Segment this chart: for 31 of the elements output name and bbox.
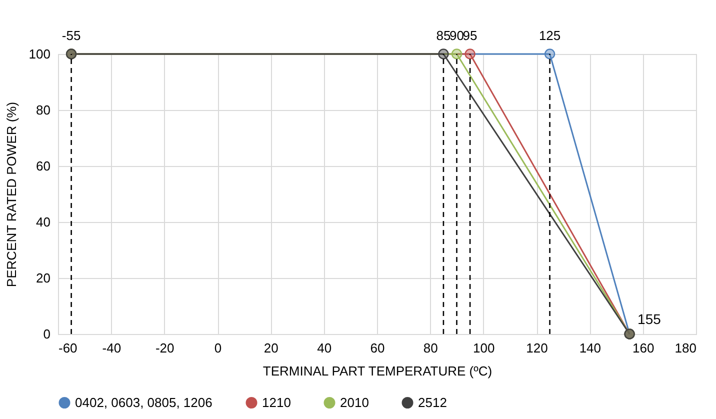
y-tick-label: 80 [36, 102, 50, 118]
x-tick-label: 40 [317, 340, 332, 356]
x-tick-label: 100 [472, 340, 495, 356]
x-axis-title: TERMINAL PART TEMPERATURE (ºC) [262, 364, 492, 378]
annotation: 155 [638, 311, 662, 327]
x-tick-label: 20 [264, 340, 278, 356]
x-tick-label: -20 [155, 340, 174, 356]
legend-label: 0402, 0603, 0805, 1206 [75, 394, 212, 410]
y-tick-label: 100 [28, 46, 50, 62]
x-tick-label: 80 [423, 340, 438, 356]
x-tick-label: -60 [58, 340, 78, 356]
x-tick-label: 0 [214, 340, 222, 356]
y-tick-label: 0 [43, 326, 50, 342]
x-tick-label: 160 [632, 340, 654, 356]
ref-line-label: 85 [436, 28, 451, 43]
legend-label: 2010 [340, 394, 369, 410]
x-tick-label: 60 [370, 340, 385, 356]
y-tick-label: 60 [36, 158, 50, 174]
legend-label: 1210 [262, 394, 291, 410]
ref-line-label: 90 [450, 28, 464, 43]
x-tick-label: 180 [674, 340, 696, 356]
ref-line-label: 95 [462, 28, 478, 43]
y-tick-label: 20 [36, 270, 50, 286]
legend-label: 2512 [418, 394, 447, 410]
ref-line-label: -55 [62, 28, 81, 43]
y-axis-title: PERCENT RATED POWER (%) [4, 102, 19, 288]
x-tick-label: 120 [526, 340, 548, 356]
ref-line-label: 125 [538, 28, 561, 43]
x-tick-label: 140 [579, 340, 602, 356]
x-tick-label: -40 [102, 340, 122, 356]
y-tick-label: 40 [36, 214, 50, 230]
